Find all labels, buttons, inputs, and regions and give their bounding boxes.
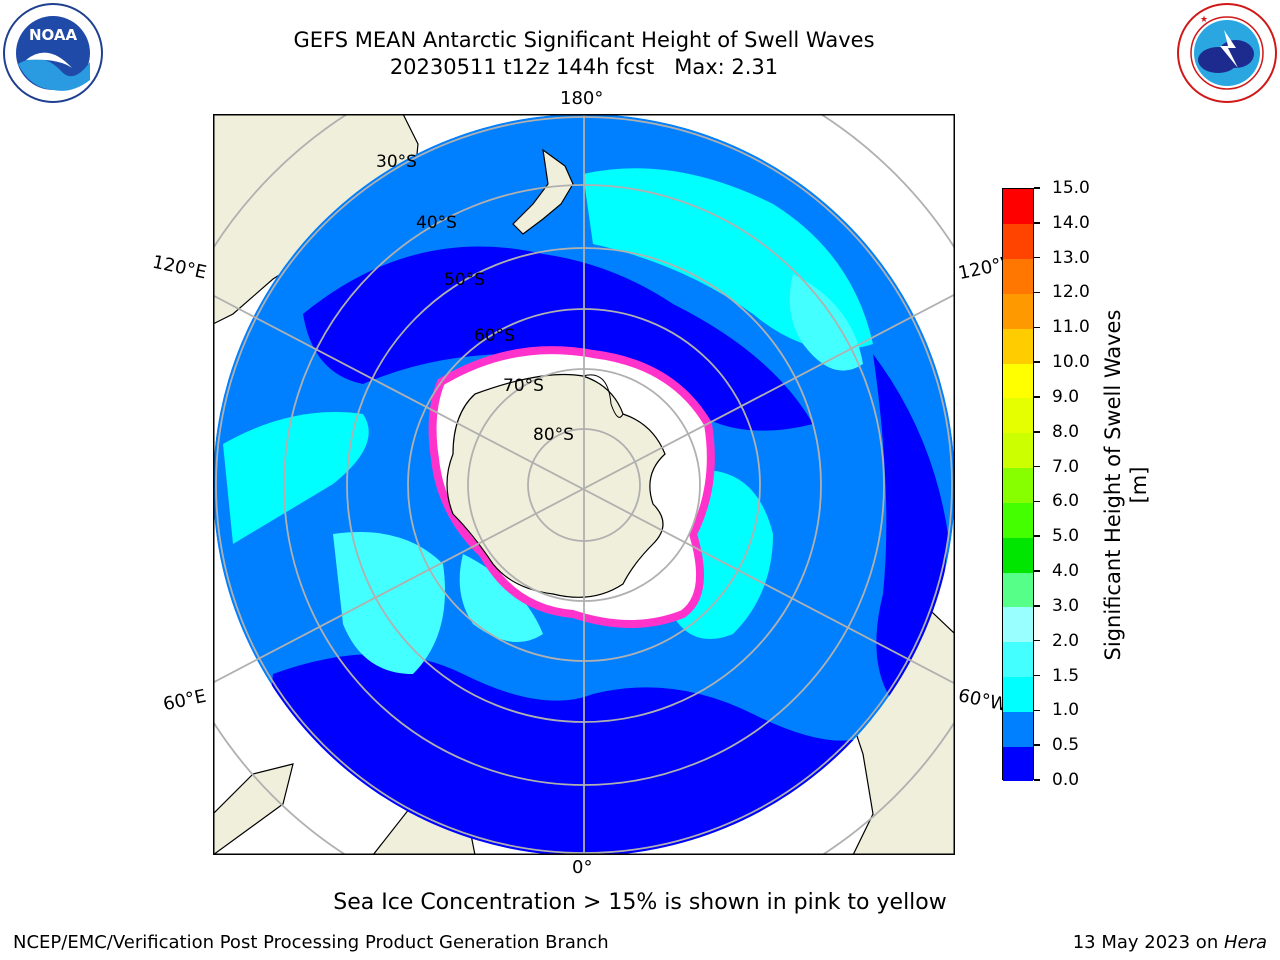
new-zealand [512,148,574,235]
chart-title: GEFS MEAN Antarctic Significant Height o… [293,28,875,52]
colorbar-tick [1034,500,1040,503]
colorbar-tick-label: 0.5 [1052,735,1080,756]
colorbar-tick [1034,779,1040,781]
colorbar-tick [1034,639,1040,642]
colorbar-tick [1034,326,1040,329]
colorbar-segment [1003,676,1033,712]
colorbar-segment [1003,397,1033,434]
colorbar-segment [1003,606,1033,643]
colorbar-segment [1003,328,1033,364]
chart-subtitle: 20230511 t12z 144h fcst Max: 2.31 [389,55,779,79]
graticule [213,114,955,855]
lon-label-60e: 60°E [161,685,208,716]
colorbar-tick-label: 8.0 [1052,421,1080,442]
colorbar-title: Significant Height of Swell Waves [m] [1101,309,1151,661]
colorbar-segment [1003,502,1033,538]
colorbar-segment [1003,258,1033,294]
colorbar-segment [1003,711,1033,747]
footer-organization: NCEP/EMC/Verification Post Processing Pr… [13,932,609,953]
colorbar-segment [1003,537,1033,573]
colorbar-tick [1034,291,1040,294]
colorbar-tick [1034,396,1040,398]
nws-logo: ★ [1176,2,1278,104]
colorbar-segment [1003,293,1033,329]
lat-label-40s: 40°S [416,213,457,233]
colorbar-tick-label: 10.0 [1052,352,1090,373]
polar-map [213,114,955,855]
colorbar-tick-label: 9.0 [1052,386,1080,407]
footer-host: Hera [1223,932,1267,953]
colorbar-segment [1003,641,1033,678]
colorbar-segment [1003,363,1033,399]
lat-label-60s: 60°S [474,326,515,346]
colorbar-segment [1003,746,1033,782]
colorbar-segment [1003,223,1033,260]
sea-ice-note: Sea Ice Concentration > 15% is shown in … [333,890,947,915]
colorbar-tick [1034,187,1040,189]
swell-area-bright-north [789,274,863,371]
colorbar-tick-label: 1.5 [1052,665,1080,686]
antarctica [446,373,666,598]
footer-date-text: 13 May 2023 on [1072,932,1224,953]
colorbar-segment [1003,189,1033,225]
swell-band-low [303,246,813,431]
colorbar-tick-label: 1.0 [1052,700,1080,721]
swell-area-bright-south [459,554,543,642]
colorbar-segment [1003,572,1033,608]
noaa-logo: NOAA [2,2,104,104]
colorbar-tick-label: 6.0 [1052,491,1080,512]
lat-label-50s: 50°S [444,270,485,290]
colorbar-tick [1034,570,1040,572]
colorbar-tick [1034,222,1040,224]
colorbar-tick-label: 4.0 [1052,561,1080,582]
colorbar-tick-label: 0.0 [1052,770,1080,790]
lon-label-180: 180° [560,88,604,109]
polar-map-canvas [213,114,955,855]
colorbar-tick-label: 15.0 [1052,178,1090,198]
colorbar-tick [1034,674,1040,677]
colorbar-tick-label: 14.0 [1052,212,1090,233]
swell-area-cyan-west [223,412,369,544]
colorbar-segment [1003,467,1033,503]
colorbar-segment [1003,432,1033,469]
lat-label-70s: 70°S [503,376,544,396]
colorbar-tick [1034,605,1040,607]
colorbar-tick-label: 13.0 [1052,247,1090,268]
swell-band-low-south [253,654,913,855]
colorbar-tick-label: 3.0 [1052,595,1080,616]
colorbar-tick-label: 2.0 [1052,630,1080,651]
svg-text:★: ★ [1200,15,1208,25]
lat-label-30s: 30°S [376,152,417,172]
lat-label-80s: 80°S [533,425,574,445]
colorbar-tick [1034,744,1040,746]
colorbar-tick [1034,431,1040,433]
colorbar-tick [1034,361,1040,363]
colorbar-tick-label: 5.0 [1052,526,1080,547]
colorbar-tick-label: 12.0 [1052,282,1090,303]
noaa-logo-text: NOAA [29,26,78,44]
colorbar-tick [1034,535,1040,537]
colorbar-tick-label: 11.0 [1052,317,1090,338]
colorbar [1002,188,1034,782]
lon-label-0: 0° [572,857,593,878]
colorbar-tick-label: 7.0 [1052,456,1080,477]
lon-label-120e: 120°E [150,251,209,284]
colorbar-tick [1034,256,1040,259]
footer-date: 13 May 2023 on Hera [1073,932,1267,953]
colorbar-tick [1034,465,1040,468]
colorbar-tick [1034,709,1040,712]
